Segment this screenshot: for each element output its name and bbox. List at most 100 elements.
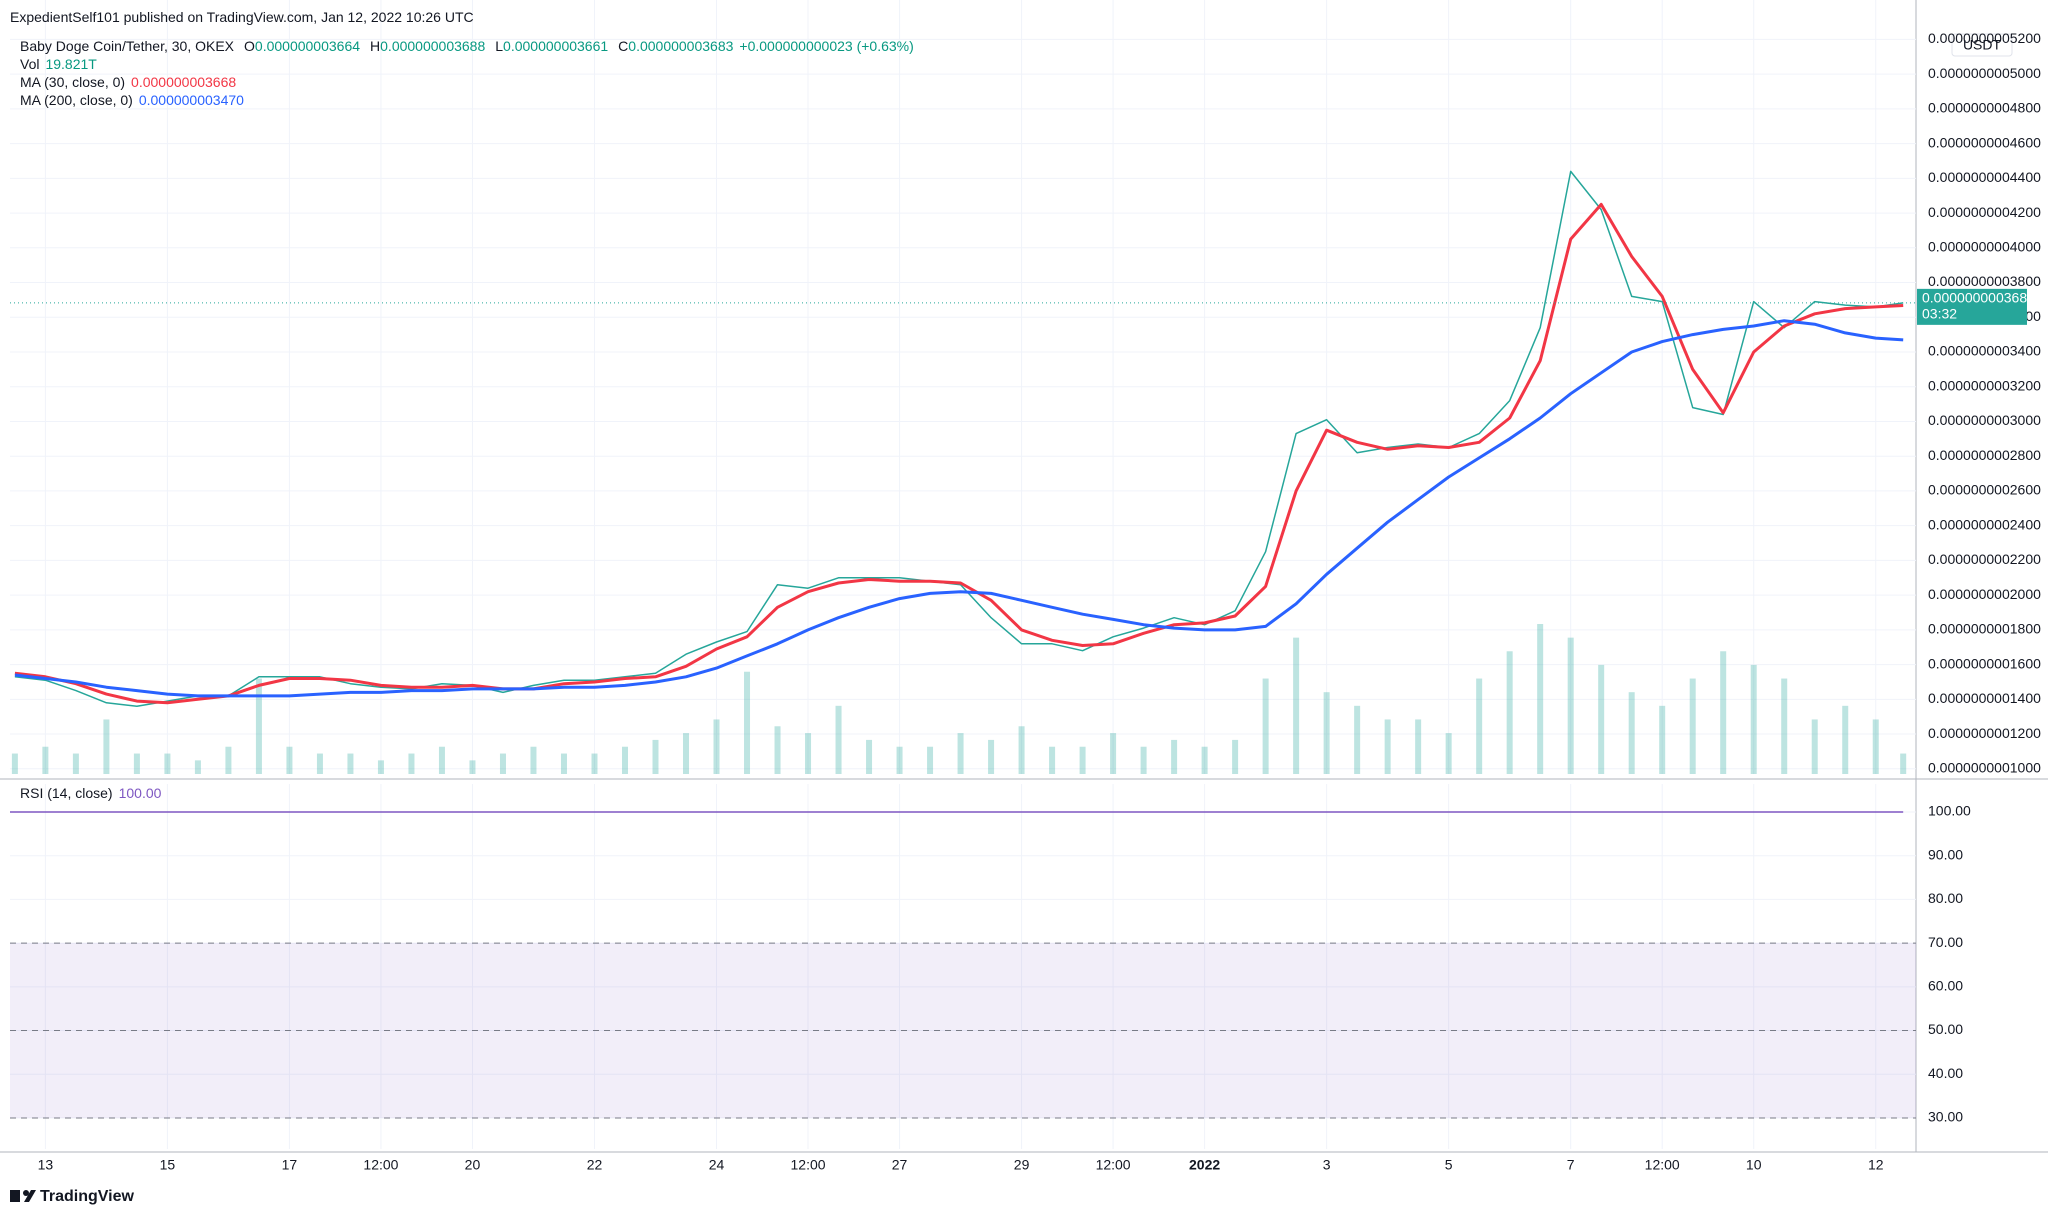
volume-bar [1900, 753, 1907, 774]
y-tick-label: 0.0000000001000 [1928, 759, 2041, 775]
volume-bar [621, 746, 628, 774]
x-tick-label: 7 [1567, 1157, 1575, 1173]
y-tick-label: 90.00 [1928, 846, 1963, 862]
y-tick-label: 0.0000000004400 [1928, 169, 2041, 185]
volume-bar [957, 733, 964, 774]
x-tick-label: 5 [1445, 1157, 1453, 1173]
volume-bar [1628, 692, 1635, 774]
volume-bar [652, 739, 659, 774]
x-tick-label: 2022 [1189, 1157, 1220, 1173]
ma-value: 0.000000003668 [131, 74, 237, 90]
y-tick-label: 0.0000000004600 [1928, 134, 2041, 150]
x-tick-label: 10 [1746, 1157, 1762, 1173]
volume-bar [1415, 719, 1422, 774]
ma-value: 0.000000003470 [138, 92, 244, 108]
volume-bar [42, 746, 49, 774]
volume-bar [774, 726, 781, 774]
volume-bar [1476, 678, 1483, 774]
rsi-value: 100.00 [118, 785, 162, 801]
y-tick-label: 0.0000000005000 [1928, 65, 2041, 81]
price-change: +0.000000000023 (+0.63%) [739, 38, 914, 54]
price-line [14, 170, 1904, 708]
volume-bar [1720, 651, 1727, 774]
x-tick-label: 3 [1323, 1157, 1331, 1173]
ohlc-item: H0.000000003688 [370, 38, 485, 54]
symbol-legend: Baby Doge Coin/Tether, 30, OKEX O0.00000… [20, 38, 914, 54]
volume-bar [316, 753, 323, 774]
ohlc-item: C0.000000003683 [618, 38, 733, 54]
x-tick-label: 12:00 [363, 1157, 398, 1173]
volume-bar [1354, 705, 1361, 774]
volume-bar [683, 733, 690, 774]
ohlc-label: L [495, 38, 504, 54]
volume-bar [1201, 746, 1208, 774]
ma200-legend: MA (200, close, 0) 0.000000003470 [20, 92, 244, 108]
volume-bar [1049, 746, 1056, 774]
volume-bar [286, 746, 293, 774]
volume-bar [1079, 746, 1086, 774]
x-tick-label: 20 [465, 1157, 481, 1173]
volume-bar [1018, 726, 1025, 774]
volume-bar [194, 760, 201, 774]
ohlc-item: L0.000000003661 [495, 38, 608, 54]
ohlc-value: 0.000000003661 [503, 38, 609, 54]
symbol-title: Baby Doge Coin/Tether, 30, OKEX [20, 38, 235, 54]
y-tick-label: 0.0000000005200 [1928, 30, 2041, 46]
ohlc-value: 0.000000003683 [628, 38, 734, 54]
ma-name: MA (30, close, 0) [20, 74, 126, 90]
y-tick-label: 0.0000000002000 [1928, 586, 2041, 602]
x-tick-label: 22 [587, 1157, 603, 1173]
volume-bar [438, 746, 445, 774]
currency-box[interactable] [1951, 33, 2013, 57]
ma-line [14, 202, 1904, 705]
volume-bar [1811, 719, 1818, 774]
y-tick-label: 0.0000000002200 [1928, 551, 2041, 567]
volume-bar [805, 733, 812, 774]
x-tick-label: 24 [709, 1157, 725, 1173]
currency-label[interactable]: USDT [1963, 37, 2002, 53]
volume-bar [347, 753, 354, 774]
y-tick-label: 0.0000000003800 [1928, 273, 2041, 289]
y-tick-label: 0.0000000003000 [1928, 412, 2041, 428]
volume-bar [1872, 719, 1879, 774]
volume-bar [103, 719, 110, 774]
y-tick-label: 30.00 [1928, 1109, 1963, 1125]
y-tick-label: 100.00 [1928, 803, 1971, 819]
y-tick-label: 0.0000000003200 [1928, 377, 2041, 393]
volume-bar [1140, 746, 1147, 774]
volume-bar [896, 746, 903, 774]
ohlc-label: O [244, 38, 255, 54]
ohlc-item: O0.000000003664 [244, 38, 360, 54]
last-price-box [1917, 288, 2027, 325]
volume-bar [927, 746, 934, 774]
y-tick-label: 60.00 [1928, 978, 1963, 994]
volume-bar [1293, 637, 1300, 774]
volume-bar [1384, 719, 1391, 774]
y-tick-label: 0.0000000001200 [1928, 725, 2041, 741]
volume-bar [255, 678, 262, 774]
y-tick-label: 0.0000000001600 [1928, 655, 2041, 671]
volume-bar [1445, 733, 1452, 774]
y-tick-label: 0.0000000002400 [1928, 516, 2041, 532]
y-tick-label: 0.0000000004200 [1928, 204, 2041, 220]
volume-bar [835, 705, 842, 774]
volume-bar [164, 753, 171, 774]
x-tick-label: 29 [1014, 1157, 1030, 1173]
rsi-title: RSI (14, close) [20, 785, 113, 801]
volume-bar [1537, 624, 1544, 774]
ohlc-value: 0.000000003688 [380, 38, 486, 54]
y-tick-label: 0.0000000002600 [1928, 482, 2041, 498]
y-tick-label: 0.0000000004800 [1928, 100, 2041, 116]
volume-bar [408, 753, 415, 774]
volume-bar [1262, 678, 1269, 774]
volume-bar [1171, 739, 1178, 774]
volume-bar [1232, 739, 1239, 774]
volume-legend: Vol 19.821T [20, 56, 97, 72]
y-tick-label: 50.00 [1928, 1021, 1963, 1037]
footer-brand: TradingView [40, 1188, 135, 1205]
volume-bar [11, 753, 18, 774]
volume-bar [1842, 705, 1849, 774]
last-price-label: 0.0000000003683 [1922, 290, 2035, 306]
